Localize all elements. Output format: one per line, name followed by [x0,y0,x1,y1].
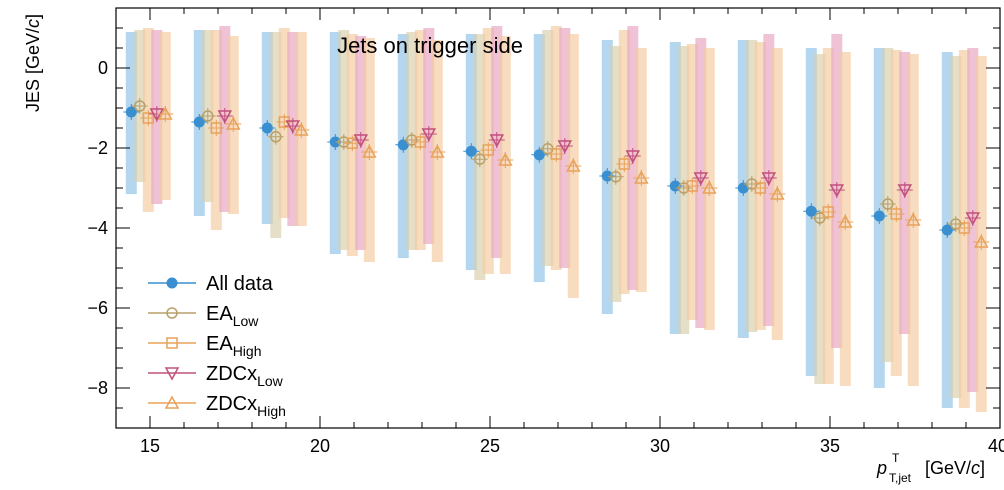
legend-label-4: ZDCxHigh [206,393,286,419]
point-2-9 [754,182,767,194]
point-2-8 [686,180,699,192]
point-3-9 [761,172,777,186]
data-markers [123,98,990,250]
y-axis-title-main: JES [GeV/ [23,28,43,112]
point-3-6 [557,140,573,154]
point-1-5 [474,153,486,165]
point-4-4 [430,144,445,158]
point-4-10 [838,214,853,228]
point-2-10 [822,206,835,218]
point-0-5 [465,145,477,157]
point-4-1 [226,116,241,130]
point-0-1 [193,116,205,128]
point-1-4 [406,134,418,146]
y-axis-title: JES [GeV/c] [23,14,43,112]
point-0-0 [125,106,137,118]
y-tick-label-0: 0 [98,58,108,78]
point-4-3 [362,144,377,158]
x-tick-label-35: 35 [820,436,840,456]
point-2-2 [278,116,291,128]
x-axis-title-sup: T [892,451,900,465]
x-axis-title: p T T,jet [GeV/c] [876,451,985,485]
point-2-7 [618,158,631,170]
point-2-6 [550,148,563,160]
legend-marker-3 [164,367,180,381]
point-4-9 [770,186,785,200]
legend-label-1: EALow [206,303,259,329]
x-tick-label-30: 30 [650,436,670,456]
point-3-3 [353,134,369,148]
x-axis-title-unit: [GeV/c] [925,458,985,478]
y-tick-label-3: −6 [87,298,108,318]
x-tick-label-20: 20 [310,436,330,456]
point-4-11 [906,212,921,226]
legend-label-3: ZDCxLow [206,363,284,389]
legend-marker-1 [166,307,178,319]
point-1-3 [338,136,350,148]
point-0-7 [601,170,613,182]
point-1-0 [134,100,146,112]
point-0-10 [805,205,817,217]
point-3-8 [693,172,709,186]
point-3-10 [829,184,845,198]
y-tick-label-4: −8 [87,378,108,398]
point-3-5 [489,134,505,148]
point-1-11 [882,198,894,210]
legend-label-2: EAHigh [206,333,261,359]
point-3-1 [217,110,233,124]
point-4-12 [974,234,989,248]
point-2-5 [482,144,495,156]
point-0-12 [941,224,953,236]
point-4-7 [634,170,649,184]
point-4-5 [498,152,513,166]
y-axis-title-c: c [23,19,43,28]
point-2-3 [346,137,359,149]
legend-label-0: All data [206,273,274,295]
point-0-2 [261,122,273,134]
point-1-8 [678,182,690,194]
point-2-4 [414,136,427,148]
x-axis-title-p: p [876,458,887,478]
point-1-10 [814,212,826,224]
y-tick-label-1: −2 [87,138,108,158]
point-1-7 [610,171,622,183]
legend-marker-0 [166,277,178,289]
x-tick-label-15: 15 [140,436,160,456]
point-3-12 [965,212,981,226]
axes: 15 20 25 30 35 40 0 −2 −4 −6 −8 [87,7,1004,456]
point-2-11 [890,208,903,220]
point-2-0 [142,112,155,124]
legend-marker-4 [164,395,180,409]
point-0-6 [533,149,545,161]
point-3-11 [897,184,913,198]
point-1-1 [202,110,214,122]
y-axis-title-close: ] [23,14,43,19]
point-2-1 [210,122,223,134]
point-4-0 [158,106,173,120]
point-2-12 [958,222,971,234]
point-3-7 [625,150,641,164]
point-4-8 [702,180,717,194]
point-1-12 [950,218,962,230]
point-1-2 [270,131,282,143]
point-0-4 [397,139,409,151]
x-tick-label-25: 25 [480,436,500,456]
point-1-9 [746,178,758,190]
plot-title: Jets on trigger side [337,33,523,58]
point-3-2 [285,120,301,134]
point-0-11 [873,210,885,222]
legend-marker-2 [166,337,178,349]
point-4-2 [294,122,309,136]
legend: All data EALow EAHigh ZDCxLow ZDCxHigh [148,273,286,419]
x-axis-title-sub: T,jet [889,471,912,485]
x-tick-label-40: 40 [988,436,1004,456]
point-3-4 [421,128,437,142]
point-4-6 [566,158,581,172]
y-tick-label-2: −4 [87,218,108,238]
